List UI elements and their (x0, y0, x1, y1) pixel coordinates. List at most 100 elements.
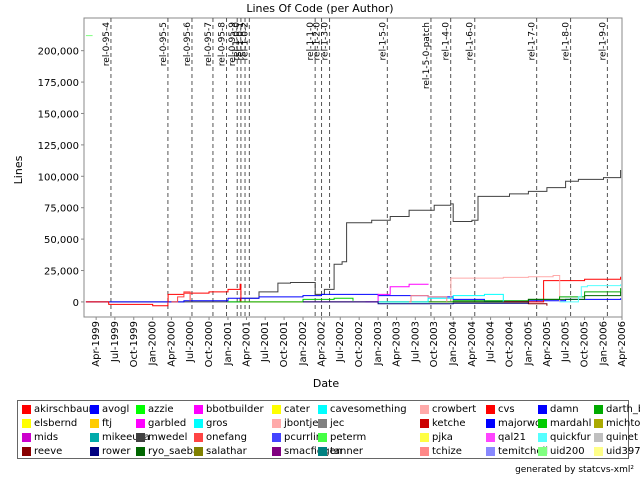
legend-swatch (136, 405, 145, 414)
legend-swatch (420, 433, 429, 442)
series-line-reeve (503, 301, 548, 306)
legend-swatch (90, 405, 99, 414)
legend-swatch (194, 419, 203, 428)
x-tick-label: Oct-2001 (279, 321, 290, 367)
legend-label: tanner (330, 446, 363, 457)
legend-swatch (594, 419, 603, 428)
legend-label: pcurrlin (284, 432, 323, 443)
x-tick-label: Oct-2005 (580, 321, 591, 367)
legend-label: mardahl (550, 418, 592, 429)
legend-label: ftj (102, 418, 113, 429)
x-tick-label: Jul-2005 (561, 321, 572, 363)
y-tick-label: 100,000 (38, 172, 79, 183)
series-line-quickfur (559, 284, 622, 303)
legend-swatch (194, 447, 203, 456)
legend-swatch (486, 433, 495, 442)
legend-label: reeve (34, 446, 63, 457)
loc-chart: Lines Of Code (per Author) rel-0-95-4 rel… (12, 2, 628, 390)
legend-label: temitchell (498, 446, 549, 457)
series-line-garbled (365, 283, 429, 303)
legend-label: damn (550, 404, 579, 415)
legend-label: garbled (148, 418, 187, 429)
release-marker-label: rel-1-5-0 (378, 22, 388, 61)
x-tick-label: Jan-2004 (448, 321, 459, 366)
legend-swatch (538, 433, 547, 442)
legend-swatch (538, 447, 547, 456)
legend-swatch (272, 433, 281, 442)
legend-label: uid200 (550, 446, 585, 457)
y-tick-label: 25,000 (44, 267, 79, 278)
x-tick-label: Jan-2006 (598, 321, 609, 366)
y-tick-label: 75,000 (44, 204, 79, 215)
legend-swatch (194, 433, 203, 442)
legend-label: elsbernd (34, 418, 78, 429)
legend-swatch (90, 433, 99, 442)
legend-swatch (420, 405, 429, 414)
legend-swatch (272, 405, 281, 414)
generator-credit: generated by statcvs-xml² (515, 465, 634, 475)
y-tick-label: 125,000 (38, 141, 79, 152)
legend-swatch (318, 447, 327, 456)
legend-label: mwedel (148, 432, 188, 443)
release-marker-label: rel-0-95-6 (183, 22, 193, 66)
y-tick-label: 50,000 (44, 235, 79, 246)
x-tick-label: Jul-2001 (260, 321, 271, 363)
x-tick-label: Oct-1999 (129, 321, 140, 367)
series-line-rower (303, 301, 529, 305)
release-marker-label: rel-1-6-0 (466, 22, 476, 61)
series-line-mwedel (85, 170, 622, 303)
legend-swatch (22, 447, 31, 456)
release-marker-label: rel-1-7-0 (528, 22, 538, 61)
y-tick-label: 0 (73, 298, 79, 309)
x-tick-label: Apr-2004 (467, 321, 478, 367)
x-tick-label: Jul-2003 (410, 321, 421, 363)
legend-swatch (486, 419, 495, 428)
release-marker-label: rel-1-3-0 (321, 22, 331, 61)
legend-label: crowbert (432, 404, 477, 415)
legend-swatch (90, 419, 99, 428)
y-tick-label: 200,000 (38, 47, 79, 58)
release-marker-label: rel-0-95-8 (218, 22, 228, 66)
legend-label: qal21 (498, 432, 526, 443)
x-tick-label: Oct-2003 (429, 321, 440, 367)
legend-swatch (318, 405, 327, 414)
legend-label: cater (284, 404, 310, 415)
legend-swatch (22, 405, 31, 414)
legend-label: jec (330, 418, 345, 429)
legend-swatch (90, 447, 99, 456)
legend-swatch (272, 419, 281, 428)
x-tick-label: Apr-2006 (617, 321, 628, 367)
x-tick-label: Apr-2005 (542, 321, 553, 367)
x-tick-label: Jan-2000 (148, 321, 159, 366)
legend-swatch (22, 419, 31, 428)
legend-label: cvs (498, 404, 515, 415)
legend-label: quickfur (550, 432, 591, 443)
x-tick-label: Jul-1999 (110, 321, 121, 363)
x-tick-label: Jul-2004 (486, 321, 497, 363)
legend-label: tchize (432, 446, 462, 457)
legend-label: akirschbaum (34, 404, 99, 415)
x-tick-label: Apr-2002 (317, 321, 328, 367)
x-tick-label: Jul-2002 (335, 321, 346, 363)
legend-swatch (594, 405, 603, 414)
legend-swatch (486, 447, 495, 456)
x-tick-label: Apr-2001 (241, 321, 252, 367)
legend-label: ketche (432, 418, 466, 429)
release-marker-label: rel-1-8-0 (562, 22, 572, 61)
legend-label: avogl (102, 404, 130, 415)
legend-label: uid39786 (606, 446, 640, 457)
legend-swatch (136, 447, 145, 456)
legend: akirschbaum avogl azzie bbotbuilder cater cav… (17, 400, 640, 459)
x-tick-label: Oct-2002 (354, 321, 365, 367)
series-line-onefang (171, 291, 191, 303)
x-tick-label: Oct-2004 (505, 321, 516, 367)
x-tick-label: Oct-2000 (204, 321, 215, 367)
legend-swatch (318, 433, 327, 442)
legend-swatch (136, 419, 145, 428)
legend-label: mikeeusa (102, 432, 150, 443)
release-marker-label: rel-1-0-2 (240, 22, 250, 60)
legend-swatch (194, 405, 203, 414)
x-tick-label: Jan-2001 (223, 321, 234, 366)
x-tick-label: Jan-2005 (523, 321, 534, 366)
release-marker-label: rel-0-95-4 (102, 22, 112, 66)
